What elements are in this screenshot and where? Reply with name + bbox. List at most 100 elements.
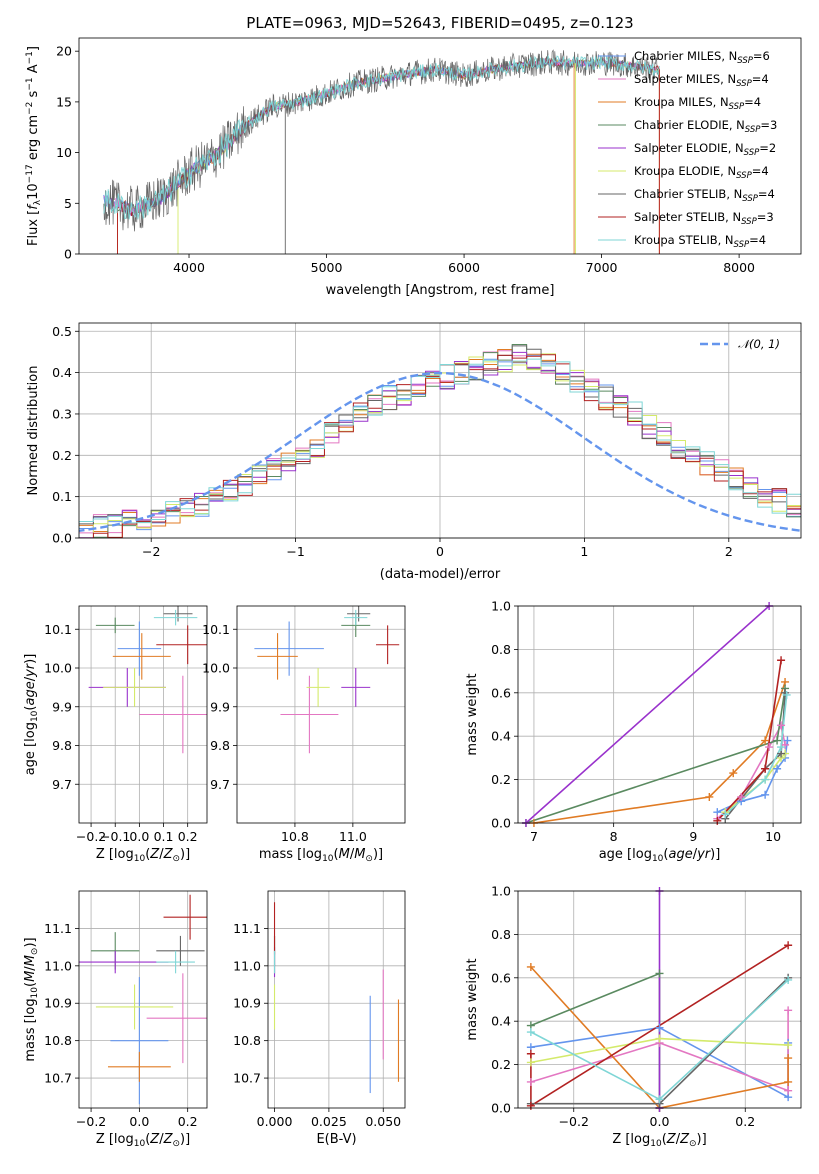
x-axis-label: age [log10(age/yr)] [599,847,721,864]
weight-marker-salpeter_stelib [526,1049,535,1058]
ticks: 10.8 11.0 9.7 9.8 9.9 10.0 10.1 [202,622,367,844]
weight-marker-salpeter_miles [765,743,774,752]
weight-marker-kroupa_stelib [721,810,730,819]
weight-marker-salpeter_miles [526,1077,535,1086]
legend-label-chabrier_stelib: Chabrier STELIB, NSSP=4 [634,187,775,204]
chart-age_vs_Z: −0.2−0.1 0.0 0.1 0.2 9.7 9.8 9.9 10.0 10.1 Z [log… [23,605,208,864]
weight-marker-kroupa_miles [784,1054,793,1063]
x-tick-label: 6000 [448,260,480,275]
weight-line-kroupa_miles [530,966,789,1108]
x-tick-label: 0.0 [650,1114,670,1129]
y-tick-label: 10.0 [202,661,230,676]
y-axis-label: age [log10(age/yr)] [23,654,40,776]
weight-marker-kroupa_miles [784,1077,793,1086]
weight-marker-chabrier_miles [761,790,770,799]
weight-marker-salpeter_stelib [526,1101,535,1110]
weight-line-salpeter_miles [530,1010,789,1092]
legend-label-kroupa_stelib: Kroupa STELIB, NSSP=4 [634,233,766,250]
y-tick-label: 0.0 [52,531,72,546]
weight-marker-salpeter_stelib [713,816,722,825]
y-tick-label: 0.6 [491,970,511,985]
weight-marker-kroupa_stelib [526,1028,535,1037]
x-axis-label: (data-model)/error [380,567,501,582]
y-tick-label: 0.0 [491,1101,511,1116]
plot-area [79,344,801,538]
x-axis-label: Z [log10(Z/Z⊙)] [96,1132,190,1149]
legend-label-salpeter_elodie: Salpeter ELODIE, NSSP=2 [634,141,776,158]
weight-marker-salpeter_miles [777,721,786,730]
y-tick-label: 9.7 [52,777,72,792]
y-tick-label: 11.1 [44,921,72,936]
x-tick-label: −0.2 [76,1114,106,1129]
legend-label-salpeter_stelib: Salpeter STELIB, NSSP=3 [634,210,774,227]
weight-marker-chabrier_miles [773,764,782,773]
legend-label-chabrier_miles: Chabrier MILES, NSSP=6 [634,49,770,66]
chart-weight_vs_age: 7 8 9 10 0.0 0.2 0.4 0.6 0.8 1.0 age [log10(age/yr… [465,599,802,864]
y-tick-label: 10.9 [44,996,72,1011]
y-axis-label: mass weight [465,958,480,1040]
plot-area [254,606,400,754]
y-tick-label: 1.0 [491,599,511,614]
spectrum-line-kroupa_stelib [103,54,660,220]
y-tick-label: 0.2 [491,1057,511,1072]
y-tick-label: 0.8 [491,927,511,942]
x-tick-label: 0.000 [257,1114,293,1129]
gridlines [79,323,801,539]
ticks: −0.2 0.0 0.2 10.7 10.8 10.9 11.0 11.1 [44,921,197,1129]
weight-marker-chabrier_elodie [773,736,782,745]
weight-line-chabrier_elodie [525,688,786,823]
weight-marker-kroupa_stelib [784,975,793,984]
y-tick-label: 10 [56,145,72,160]
y-tick-label: 0.3 [52,406,72,421]
weight-marker-kroupa_miles [761,736,770,745]
legend: Chabrier MILES, NSSP=6 Salpeter MILES, NS… [598,49,777,250]
plot-area [79,894,207,1105]
legend-label-salpeter_miles: Salpeter MILES, NSSP=4 [634,72,769,89]
y-tick-label: 20 [56,44,72,59]
y-tick-label: 15 [56,94,72,109]
x-axis-label: wavelength [Angstrom, rest frame] [326,283,555,298]
y-axis-label: mass weight [465,673,480,755]
weight-marker-kroupa_elodie [655,1034,664,1043]
y-tick-label: 5 [64,196,72,211]
y-axis-label: mass [log10(M/M⊙)] [23,937,40,1061]
weight-marker-kroupa_stelib [761,775,770,784]
ticks: −2 −1 0 1 2 0.0 0.1 0.2 0.3 0.4 0.5 [52,324,733,559]
y-tick-label: 0.4 [52,365,72,380]
weight-marker-salpeter_stelib [777,656,786,665]
x-tick-label: 8000 [723,260,755,275]
y-tick-label: 9.8 [52,738,72,753]
axes-frame [236,605,406,824]
chart-mass_vs_Z: −0.2 0.0 0.2 10.7 10.8 10.9 11.0 11.1 Z [log10(Z… [23,890,208,1149]
x-tick-label: 7000 [586,260,618,275]
y-tick-label: 10.7 [233,1071,261,1086]
x-tick-label: 8 [610,829,618,844]
plot-area [88,606,207,754]
weight-marker-kroupa_stelib [655,1095,664,1104]
weight-marker-chabrier_miles [655,1023,664,1032]
weight-line-salpeter_stelib [716,660,782,822]
x-tick-label: −1 [286,544,304,559]
normal-curve [79,371,801,533]
weight-marker-kroupa_elodie [784,1041,793,1050]
y-tick-label: 0.0 [491,816,511,831]
chart-mass_vs_ebv: 0.000 0.025 0.050 10.7 10.8 10.9 11.0 11.1 E(B-V… [233,890,406,1147]
ticks: 4000 5000 6000 7000 8000 0 5 10 15 20 [56,44,755,275]
chart-weight_vs_Z: −0.2 0.0 0.2 0.0 0.2 0.4 0.6 0.8 1.0 Z [log10(Z/Z… [465,884,802,1149]
y-tick-label: 10.0 [44,661,72,676]
y-tick-label: 0.8 [491,642,511,657]
ticks: −0.2 0.0 0.2 0.0 0.2 0.4 0.6 0.8 1.0 [491,884,755,1130]
x-tick-label: 0.2 [178,1114,198,1129]
weight-marker-salpeter_stelib [761,764,770,773]
x-tick-label: 2 [725,544,733,559]
x-tick-label: 0 [436,544,444,559]
y-tick-label: 10.9 [233,996,261,1011]
y-tick-label: 10.8 [44,1033,72,1048]
weight-marker-salpeter_miles [784,1006,793,1015]
x-tick-label: −0.2 [76,829,106,844]
y-tick-label: 9.9 [52,699,72,714]
y-tick-label: 0.5 [52,324,72,339]
weight-marker-salpeter_stelib [784,941,793,950]
y-axis-label: Normed distribution [26,366,41,496]
